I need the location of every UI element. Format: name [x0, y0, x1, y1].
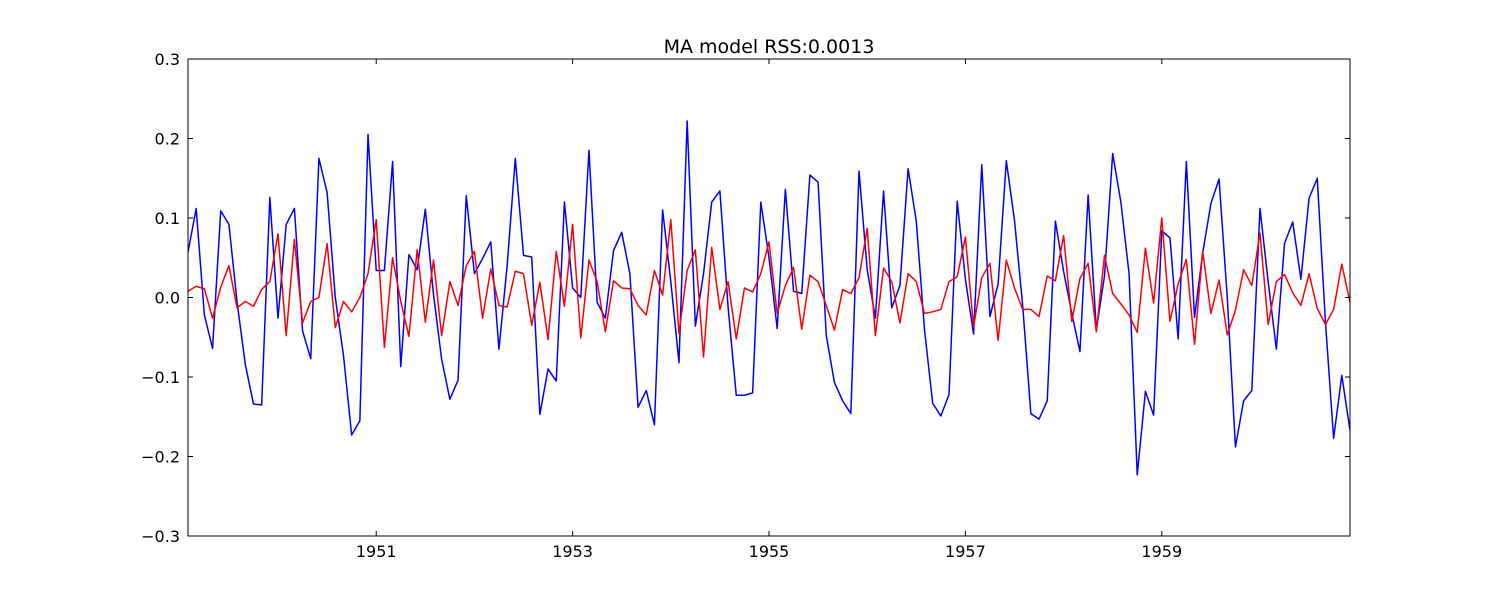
y-tick-label: −0.1 — [141, 368, 180, 387]
y-tick-label: 0.2 — [155, 130, 180, 149]
x-tick-label: 1953 — [552, 542, 593, 561]
axes: −0.3 −0.2 −0.1 0.0 0.1 0.2 0.3 1951 1953 1955 1957… — [141, 50, 1350, 561]
y-tick-label: −0.2 — [141, 448, 180, 467]
y-tick-label: 0.1 — [155, 209, 180, 228]
y-tick-label: −0.3 — [141, 527, 180, 546]
y-tick-label: 0.3 — [155, 50, 180, 69]
series-line-fitted — [188, 217, 1350, 358]
plot-area — [188, 120, 1350, 476]
x-tick-label: 1957 — [945, 542, 986, 561]
series-layer — [188, 120, 1350, 476]
chart-title: MA model RSS:0.0013 — [664, 36, 875, 58]
x-tick-label: 1959 — [1141, 542, 1182, 561]
x-tick-label: 1951 — [356, 542, 397, 561]
x-tick-label: 1955 — [749, 542, 790, 561]
plot-frame — [187, 58, 1351, 537]
y-tick-label: 0.0 — [155, 289, 180, 308]
